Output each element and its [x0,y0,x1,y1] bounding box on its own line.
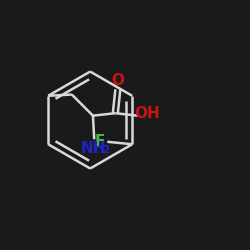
Text: 2: 2 [102,145,110,155]
Text: OH: OH [134,106,160,121]
Text: NH: NH [80,141,106,156]
Text: O: O [111,73,124,88]
Text: F: F [94,134,104,149]
